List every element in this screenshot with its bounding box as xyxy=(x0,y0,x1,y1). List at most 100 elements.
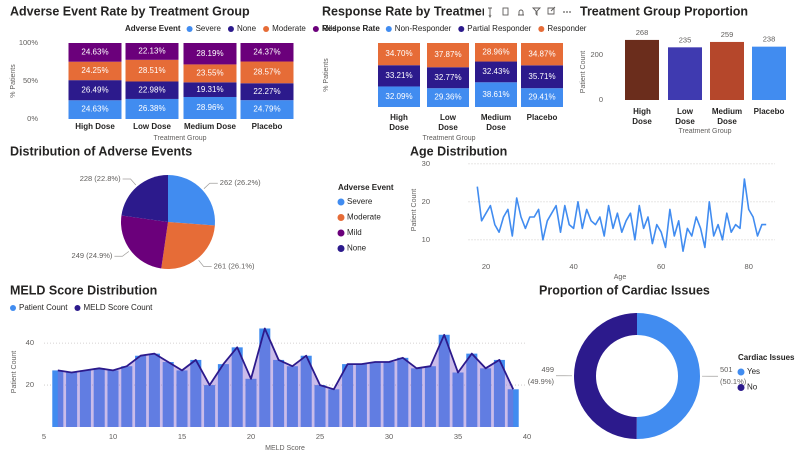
bar xyxy=(176,370,188,427)
data-label: 24.63% xyxy=(81,105,108,114)
data-label: 28.57% xyxy=(253,67,280,76)
data-label: 32.77% xyxy=(434,73,461,82)
bar xyxy=(438,334,450,427)
x-axis-label: Age xyxy=(614,274,627,281)
bar-segment xyxy=(427,43,469,68)
bar-segment xyxy=(427,67,469,89)
line xyxy=(476,178,767,252)
x-tick-label: 40 xyxy=(569,262,577,271)
data-label: 262 (26.2%) xyxy=(220,178,261,187)
y-axis-label: % Patients xyxy=(323,58,330,92)
legend-label: Moderate xyxy=(272,24,306,33)
leader-line xyxy=(198,260,212,267)
y-tick-label: 0 xyxy=(599,95,603,104)
data-label: 249 (24.9%) xyxy=(72,251,113,260)
data-label: 34.70% xyxy=(385,49,412,58)
legend-label: Patient Count xyxy=(19,303,68,312)
bar-segment xyxy=(521,65,563,89)
bar xyxy=(314,385,326,427)
bar-segment xyxy=(521,43,563,66)
bar xyxy=(231,347,243,427)
x-tick-label: 80 xyxy=(745,262,753,271)
x-tick-label: 25 xyxy=(316,432,324,441)
bar-segment xyxy=(68,80,122,101)
data-label: 32.43% xyxy=(482,67,509,76)
x-tick-label: Placebo xyxy=(252,122,283,131)
filter-icon[interactable] xyxy=(531,7,542,17)
bar xyxy=(107,370,119,427)
donut-slice xyxy=(573,313,637,439)
data-label: 28.96% xyxy=(196,103,223,112)
data-label: 29.41% xyxy=(528,93,555,102)
data-label: 19.31% xyxy=(196,85,223,94)
x-tick-label: Low Dose xyxy=(675,107,695,126)
y-tick-label: 20 xyxy=(422,197,430,206)
bar xyxy=(342,364,354,427)
bar xyxy=(162,362,174,427)
bar-segment xyxy=(240,100,294,119)
y-tick-label: 200 xyxy=(590,50,603,59)
legend-label: None xyxy=(347,244,367,253)
data-label: 22.27% xyxy=(253,87,280,96)
legend-title: Adverse Event xyxy=(338,183,394,192)
x-tick-label: 20 xyxy=(247,432,255,441)
x-tick-label: 60 xyxy=(657,262,665,271)
bar-segment xyxy=(378,43,420,66)
bar xyxy=(452,372,464,427)
leader-line xyxy=(114,251,130,257)
bar-segment xyxy=(240,83,294,101)
x-tick-label: Placebo xyxy=(527,113,558,122)
bar xyxy=(369,362,381,427)
focus-icon[interactable] xyxy=(547,6,556,15)
data-label: 22.98% xyxy=(138,85,165,94)
legend-swatch xyxy=(337,198,345,206)
visual-header xyxy=(484,3,576,21)
data-label: 238 xyxy=(763,35,776,44)
bar xyxy=(507,389,519,427)
more-icon[interactable] xyxy=(563,11,571,13)
legend-swatch xyxy=(263,26,270,32)
bar-segment xyxy=(378,65,420,87)
y-tick-label: 20 xyxy=(26,380,34,389)
data-label: 235 xyxy=(679,35,692,44)
legend-label: Severe xyxy=(196,24,222,33)
legend-title: Cardiac Issues xyxy=(738,353,795,362)
bar-segment xyxy=(68,43,122,62)
y-tick-label: 0% xyxy=(27,114,38,123)
line xyxy=(57,327,515,391)
bar xyxy=(79,370,91,427)
bar-segment xyxy=(475,82,517,107)
chart-title: Age Distribution xyxy=(410,144,507,158)
bar xyxy=(204,385,216,427)
data-label: 28.19% xyxy=(196,49,223,58)
legend-title: Response Rate xyxy=(322,24,380,33)
copy-icon[interactable] xyxy=(502,7,509,16)
bar xyxy=(493,359,505,427)
data-label: 259 xyxy=(721,30,734,39)
y-axis-label: Patient Count xyxy=(580,51,587,93)
bar-segment xyxy=(68,61,122,81)
y-axis-label: Patient Count xyxy=(411,189,418,231)
pie-slice xyxy=(161,222,215,269)
pie-slice xyxy=(121,175,168,222)
leader-line xyxy=(203,182,218,189)
bar xyxy=(424,366,436,427)
pie-slice xyxy=(168,175,216,226)
x-tick-label: 15 xyxy=(178,432,186,441)
data-label: 24.37% xyxy=(253,47,280,56)
pin-icon[interactable] xyxy=(488,7,492,19)
legend-label: Severe xyxy=(347,197,373,206)
data-label: 32.09% xyxy=(385,92,412,101)
bar xyxy=(355,364,367,427)
legend-label: Responder xyxy=(547,24,586,33)
data-label: 24.63% xyxy=(81,47,108,56)
legend-title: Adverse Event xyxy=(125,24,181,33)
area xyxy=(57,328,514,427)
data-label: 37.87% xyxy=(434,50,461,59)
bell-icon[interactable] xyxy=(518,9,524,16)
bar-segment xyxy=(475,61,517,83)
data-label: 28.51% xyxy=(138,66,165,75)
bar xyxy=(259,328,271,427)
data-label: 499 (49.9%) xyxy=(528,365,555,386)
bar xyxy=(397,357,409,427)
